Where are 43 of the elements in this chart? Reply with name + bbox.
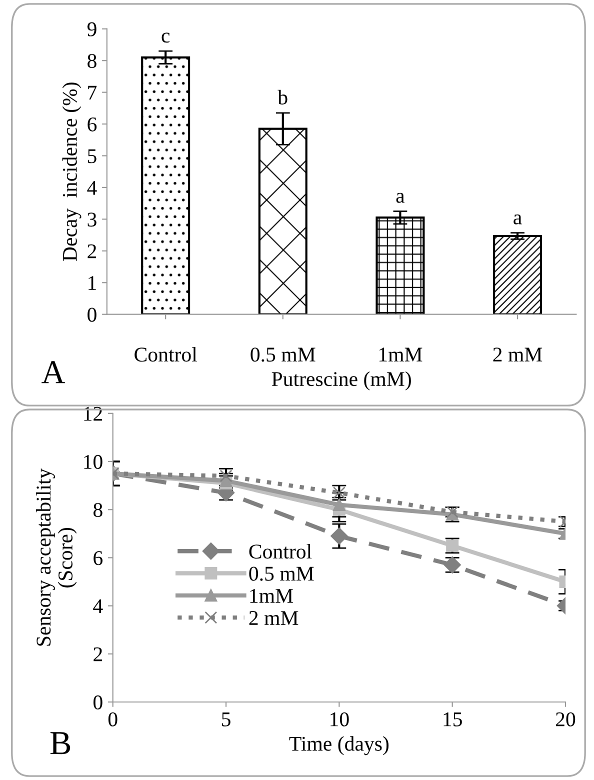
y-tick-label: 8 (94, 502, 102, 518)
y-tick-label: 8 (88, 54, 96, 68)
y-tick-label: 9 (87, 22, 96, 36)
legend-label: 2 mM (249, 611, 298, 625)
x-tick-label: 2 mM (493, 348, 542, 362)
y-axis-title: Sensory acceptability (Score) (36, 468, 77, 646)
x-tick-label: 0 (108, 712, 118, 726)
legend-label: Control (249, 544, 312, 559)
y-tick-label: 3 (88, 212, 96, 227)
annotation: a (396, 192, 405, 203)
point (332, 498, 346, 512)
bar (141, 56, 190, 314)
annotation: c (162, 32, 170, 43)
legend-label: 1mM (250, 588, 293, 603)
y-tick-label: 2 (88, 244, 96, 258)
legend-label: 0.5 mM (249, 566, 314, 581)
x-tick-label: 5 (222, 712, 230, 726)
y-tick-label: 0 (94, 695, 102, 710)
bar (493, 234, 542, 314)
x-axis-title: Time (days) (289, 736, 389, 756)
y-tick-label: 4 (87, 180, 97, 195)
x-tick-label: 10 (330, 712, 349, 726)
y-tick-label: 7 (88, 86, 97, 100)
x-axis-title: Putrescine (mM) (272, 371, 411, 390)
y-tick-label: 5 (88, 149, 96, 164)
point (330, 528, 348, 545)
y-tick-label: 2 (94, 647, 102, 662)
y-tick-label: 10 (84, 454, 102, 469)
y-tick-label: 6 (94, 551, 103, 566)
x-tick-label: 15 (444, 712, 462, 726)
x-tick-label: 0.5 mM (250, 348, 316, 362)
x-tick-label: Control (134, 346, 197, 362)
y-tick-label: 6 (88, 117, 97, 132)
text: A (42, 361, 66, 384)
annotation: b (278, 90, 288, 105)
y-tick-label: 4 (93, 599, 103, 614)
y-axis-title: Decay incidence (%) (62, 82, 82, 261)
text: B (50, 732, 70, 754)
y-tick-label: 0 (88, 308, 96, 322)
annotation: a (514, 214, 522, 224)
x-tick-label: 1mM (379, 348, 422, 362)
y-tick-label: 1 (88, 276, 96, 290)
x-tick-label: 20 (556, 712, 576, 726)
